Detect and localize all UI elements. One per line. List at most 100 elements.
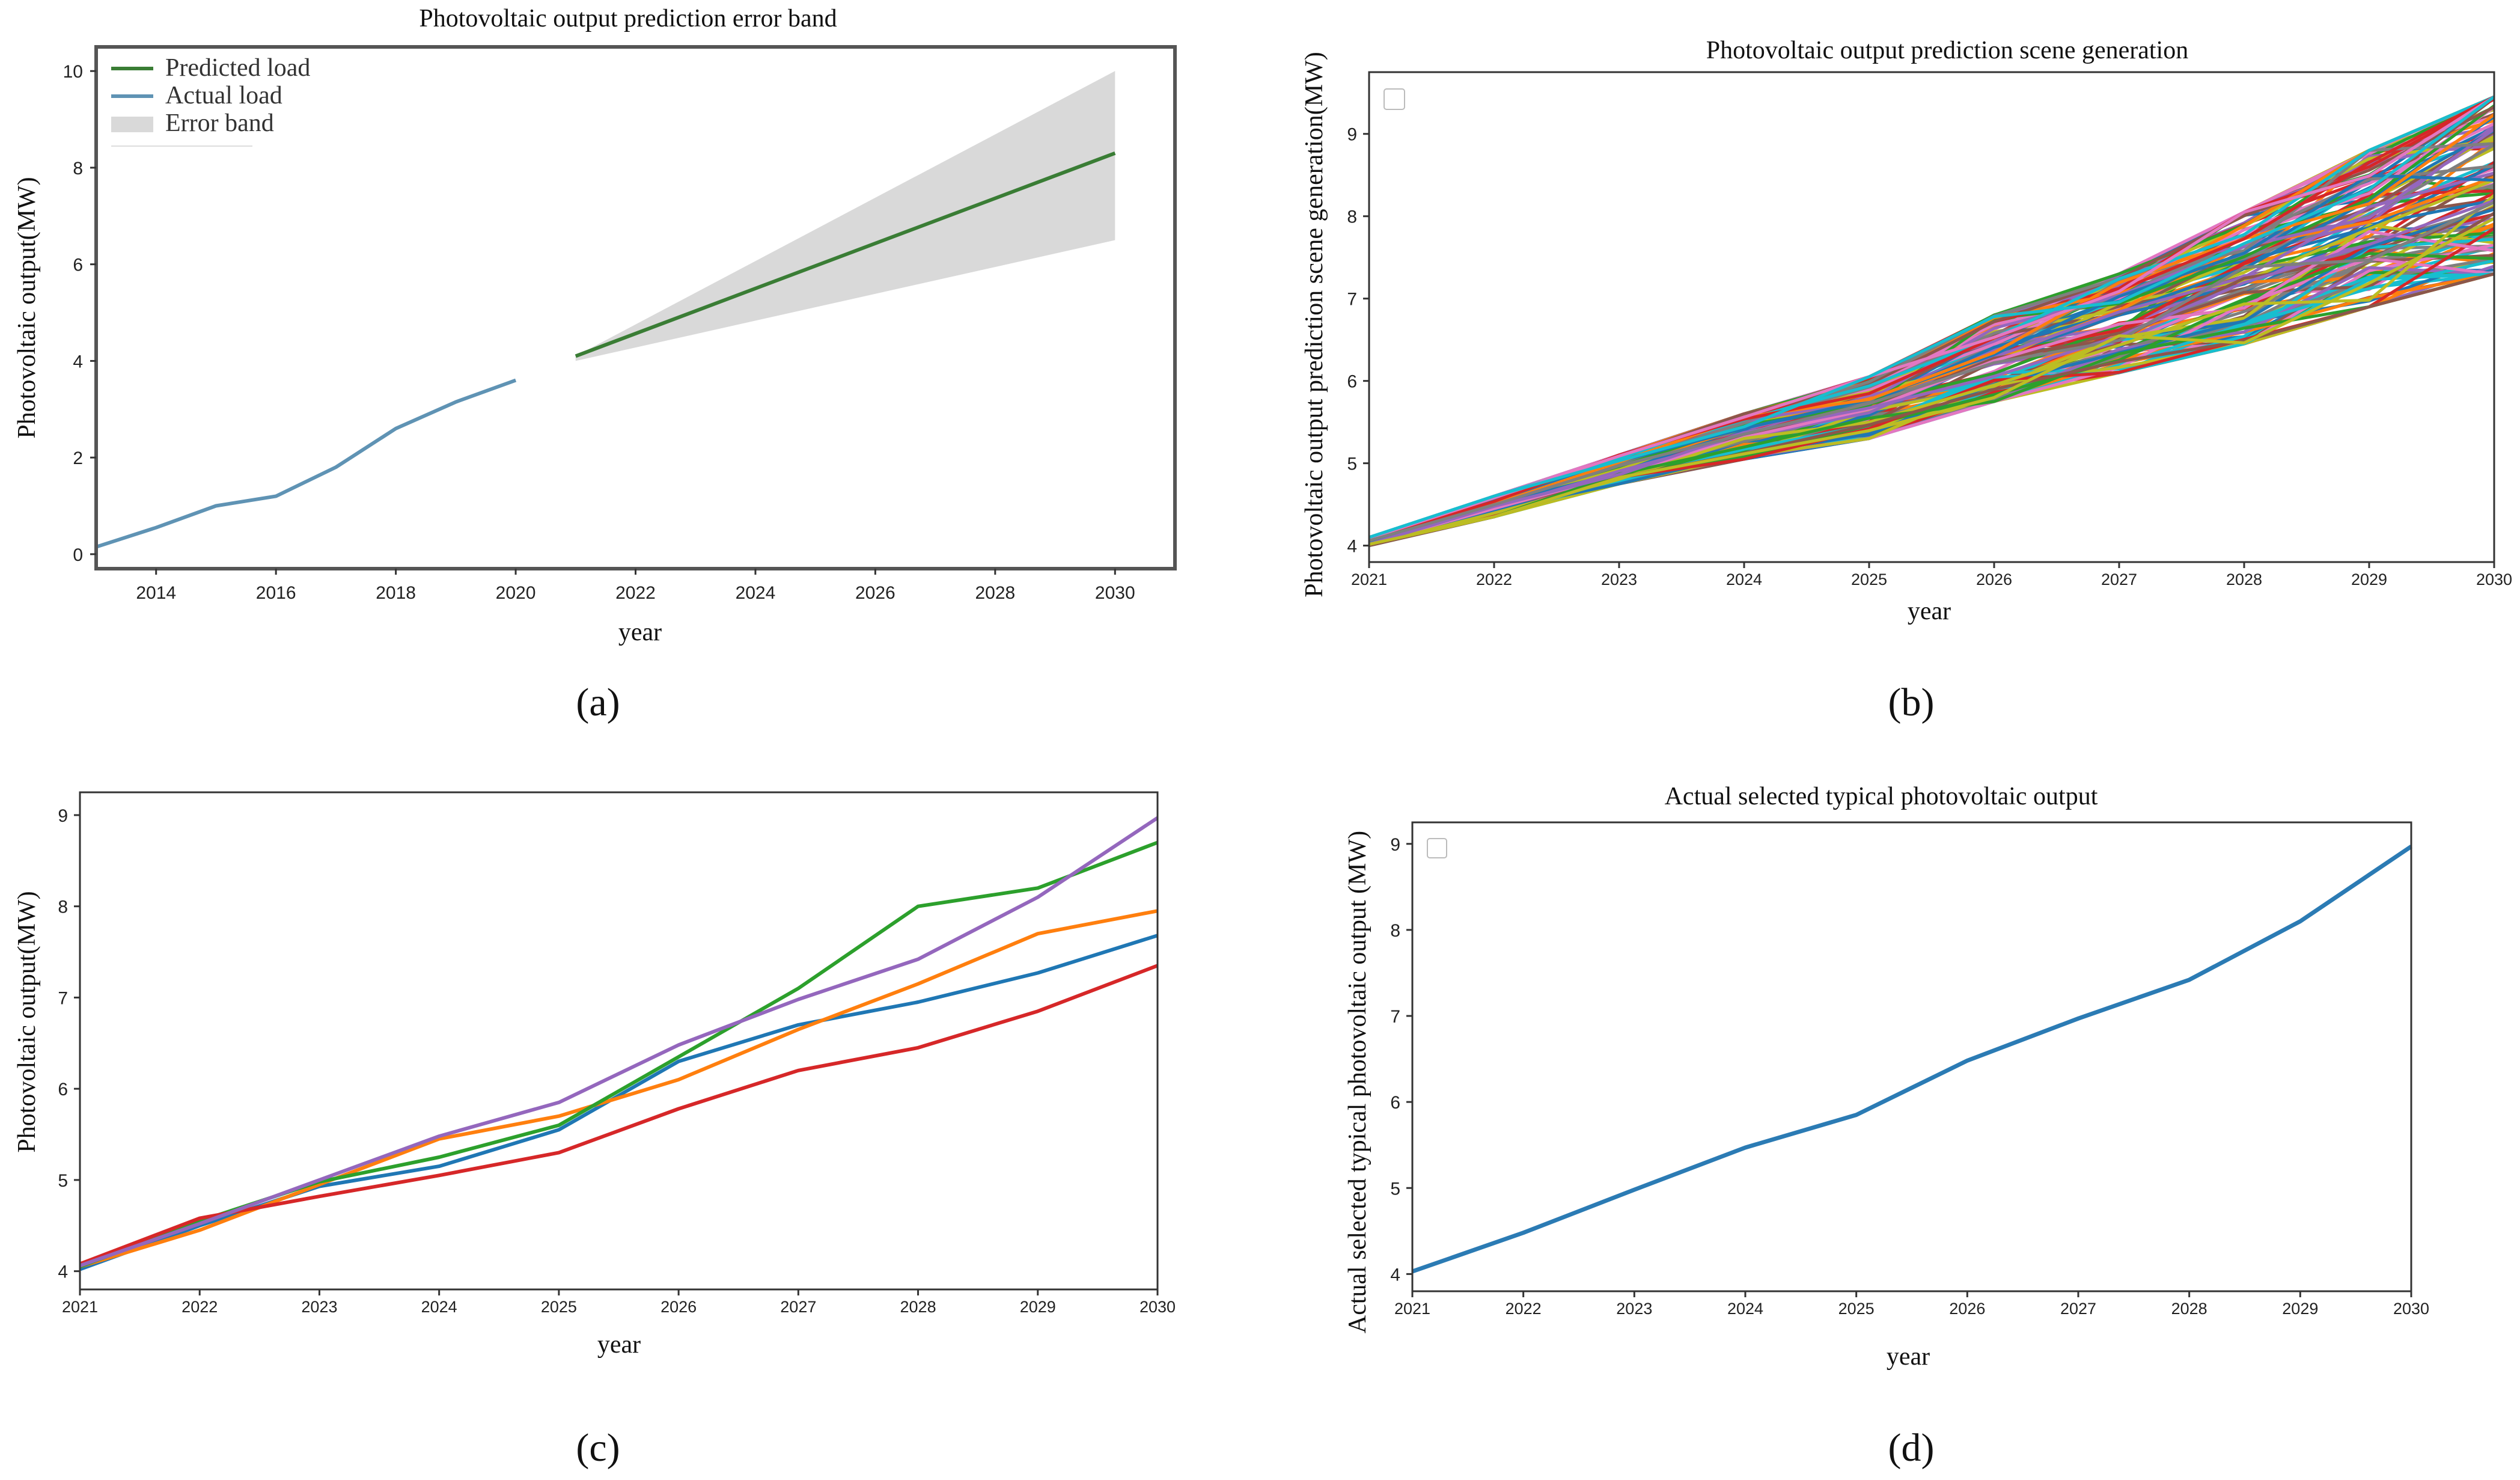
panel-d-empty-legend-box [1427, 838, 1447, 858]
scenario-line [1368, 272, 2495, 547]
x-tick-label: 2025 [1838, 1300, 1875, 1318]
panel-a-x-ticks: 2014 2016 2018 2020 2022 2024 2026 2028 2030 [136, 569, 1135, 603]
panel-c-lines-layer [79, 816, 1159, 1271]
panel-a-error-band-layer [575, 71, 1115, 361]
scenario-blue-line [79, 934, 1158, 1271]
panel-d-y-label: Actual selected typical photovoltaic out… [1344, 831, 1371, 1333]
x-tick-label: 2028 [975, 583, 1015, 603]
panel-a-x-label: year [618, 619, 662, 646]
y-tick-label: 7 [1390, 1007, 1400, 1027]
x-tick-label: 2026 [855, 583, 895, 603]
y-tick-label: 4 [1347, 537, 1357, 557]
panel-a-lines-layer [96, 151, 1116, 549]
panel-d-line-layer [1411, 845, 2412, 1274]
scenario-green-line [79, 840, 1159, 1268]
y-tick-label: 7 [1347, 290, 1357, 310]
panel-b-y-ticks: 4 5 6 7 8 9 [1347, 125, 1369, 557]
panel-c-y-ticks: 4 5 6 7 8 9 [58, 806, 80, 1282]
scenario-line [1368, 113, 2495, 542]
panel-c-x-label: year [597, 1331, 641, 1359]
y-tick-label: 4 [1390, 1265, 1400, 1285]
panel-label-a: (a) [576, 680, 620, 724]
x-tick-label: 2025 [541, 1298, 577, 1316]
y-tick-label: 6 [1390, 1093, 1400, 1113]
x-tick-label: 2027 [2101, 570, 2137, 589]
predicted-load-line [575, 151, 1116, 358]
y-tick-label: 0 [73, 545, 83, 565]
y-tick-label: 10 [63, 62, 83, 82]
x-tick-label: 2029 [2282, 1300, 2318, 1318]
x-tick-label: 2022 [1506, 1300, 1542, 1318]
scenario-red-line [79, 964, 1159, 1266]
legend-actual-label: Actual load [165, 82, 282, 109]
scenario-line [1368, 96, 2495, 539]
y-tick-label: 8 [1347, 207, 1357, 227]
scenario-line [1368, 95, 2495, 540]
x-tick-label: 2030 [1095, 583, 1135, 603]
panel-b-title: Photovoltaic output prediction scene gen… [1706, 37, 2188, 64]
x-tick-label: 2023 [1616, 1300, 1652, 1318]
panel-a-title: Photovoltaic output prediction error ban… [419, 5, 837, 32]
x-tick-label: 2028 [900, 1298, 936, 1316]
panel-b-chart: Photovoltaic output prediction scene gen… [1301, 37, 2512, 625]
x-tick-label: 2023 [301, 1298, 337, 1316]
x-tick-label: 2028 [2171, 1300, 2207, 1318]
panel-a-y-label: Photovoltaic output(MW) [13, 177, 41, 438]
y-tick-label: 8 [1390, 921, 1400, 941]
panel-b-x-label: year [1908, 598, 1951, 625]
panel-d-x-label: year [1887, 1343, 1930, 1371]
panel-d-y-ticks: 4 5 6 7 8 9 [1390, 835, 1412, 1285]
x-tick-label: 2024 [1726, 570, 1762, 589]
x-tick-label: 2021 [62, 1298, 98, 1316]
panel-d-x-ticks: 2021 2022 2023 2024 2025 2026 2027 2028 2029 2030 [1394, 1291, 2429, 1318]
panel-d-chart: Actual selected typical photovoltaic out… [1344, 783, 2429, 1371]
x-tick-label: 2018 [376, 583, 416, 603]
y-tick-label: 9 [1390, 835, 1400, 855]
panel-c-plot-frame [79, 791, 1159, 1291]
x-tick-label: 2027 [780, 1298, 816, 1316]
x-tick-label: 2029 [1020, 1298, 1056, 1316]
panel-a-y-ticks: 0 2 4 6 8 10 [63, 62, 96, 565]
y-tick-label: 4 [58, 1262, 68, 1282]
panel-d-plot-frame [1411, 821, 2412, 1292]
y-tick-label: 5 [1390, 1179, 1400, 1199]
x-tick-label: 2022 [615, 583, 656, 603]
scenario-line [1368, 217, 2495, 546]
legend-predicted-label: Predicted load [165, 54, 310, 82]
x-tick-label: 2026 [661, 1298, 697, 1316]
x-tick-label: 2021 [1394, 1300, 1430, 1318]
x-tick-label: 2030 [1139, 1298, 1176, 1316]
x-tick-label: 2021 [1351, 570, 1387, 589]
scenario-line [1368, 130, 2495, 539]
panel-d-title: Actual selected typical photovoltaic out… [1665, 783, 2098, 810]
y-tick-label: 8 [58, 897, 68, 917]
panel-b-plot-frame [1368, 71, 2495, 563]
panel-b-x-ticks: 2021 2022 2023 2024 2025 2026 2027 2028 2029 2030 [1351, 562, 2512, 589]
y-tick-label: 5 [58, 1171, 68, 1191]
scenario-orange-line [79, 909, 1158, 1268]
legend-band-swatch [111, 117, 153, 132]
x-tick-label: 2024 [421, 1298, 457, 1316]
y-tick-label: 2 [73, 448, 83, 468]
x-tick-label: 2022 [1476, 570, 1512, 589]
panel-a-legend: Predicted load Actual load Error band [111, 54, 310, 147]
y-tick-label: 6 [1347, 372, 1357, 392]
panel-c-chart: 2021 2022 2023 2024 2025 2026 2027 2028 2029 2030… [13, 791, 1176, 1359]
scenario-line [1368, 201, 2495, 542]
scenario-purple-line [79, 816, 1159, 1268]
panel-c-y-label: Photovoltaic output(MW) [13, 891, 41, 1152]
panel-c-x-ticks: 2021 2022 2023 2024 2025 2026 2027 2028 2029 2030 [62, 1289, 1176, 1316]
y-tick-label: 9 [58, 806, 68, 826]
y-tick-label: 9 [1347, 125, 1357, 145]
y-tick-label: 5 [1347, 454, 1357, 474]
x-tick-label: 2024 [736, 583, 776, 603]
panel-label-b: (b) [1888, 680, 1935, 724]
panel-b-empty-legend-box [1384, 88, 1405, 110]
y-tick-label: 4 [73, 352, 83, 372]
panel-label-c: (c) [576, 1426, 620, 1470]
x-tick-label: 2030 [2393, 1300, 2429, 1318]
x-tick-label: 2026 [1976, 570, 2012, 589]
y-tick-label: 6 [58, 1080, 68, 1099]
selected-typical-line [1411, 845, 2412, 1274]
panel-b-y-label: Photovoltaic output prediction scene gen… [1301, 52, 1328, 597]
